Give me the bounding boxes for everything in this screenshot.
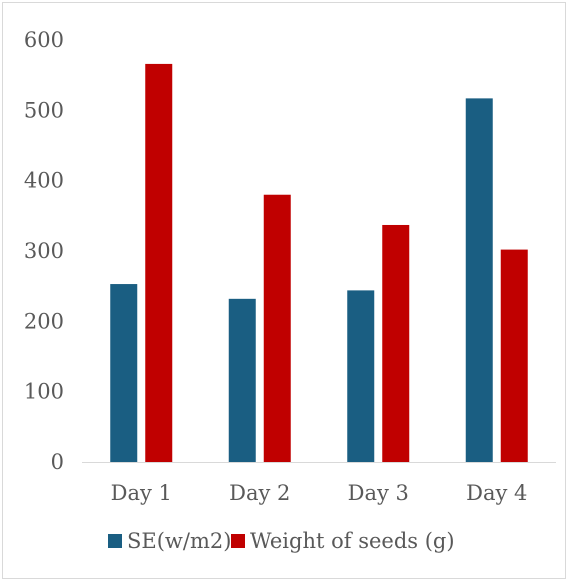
y-tick-label: 600 bbox=[24, 28, 64, 52]
bar-weight-of-seeds-4 bbox=[500, 249, 528, 462]
y-tick-label: 500 bbox=[24, 98, 64, 122]
y-tick-label: 300 bbox=[24, 239, 64, 263]
x-tick-label: Day 2 bbox=[229, 481, 290, 505]
bar-se-4 bbox=[465, 98, 493, 463]
bar-weight-of-seeds-3 bbox=[382, 224, 410, 462]
bar-weight-of-seeds-1 bbox=[145, 63, 173, 463]
legend-label: Weight of seeds (g) bbox=[250, 529, 455, 553]
x-tick-label: Day 4 bbox=[466, 481, 527, 505]
x-tick-label: Day 3 bbox=[348, 481, 409, 505]
bars bbox=[110, 63, 528, 463]
y-axis-ticks: 0 100 200 300 400 500 600 bbox=[24, 28, 64, 474]
y-tick-label: 100 bbox=[24, 380, 64, 404]
bar-se-3 bbox=[347, 290, 375, 462]
x-axis-ticks: Day 1 Day 2 Day 3 Day 4 bbox=[111, 481, 528, 505]
legend-swatch bbox=[231, 534, 245, 548]
y-tick-label: 0 bbox=[51, 450, 64, 474]
bar-se-1 bbox=[110, 284, 138, 462]
legend-swatch bbox=[108, 534, 122, 548]
y-tick-label: 200 bbox=[24, 309, 64, 333]
bar-weight-of-seeds-2 bbox=[263, 194, 291, 462]
y-tick-label: 400 bbox=[24, 169, 64, 193]
bar-se-2 bbox=[228, 298, 256, 462]
x-tick-label: Day 1 bbox=[111, 481, 172, 505]
legend-label: SE(w/m2) bbox=[127, 529, 231, 553]
legend: SE(w/m2) Weight of seeds (g) bbox=[108, 529, 455, 553]
